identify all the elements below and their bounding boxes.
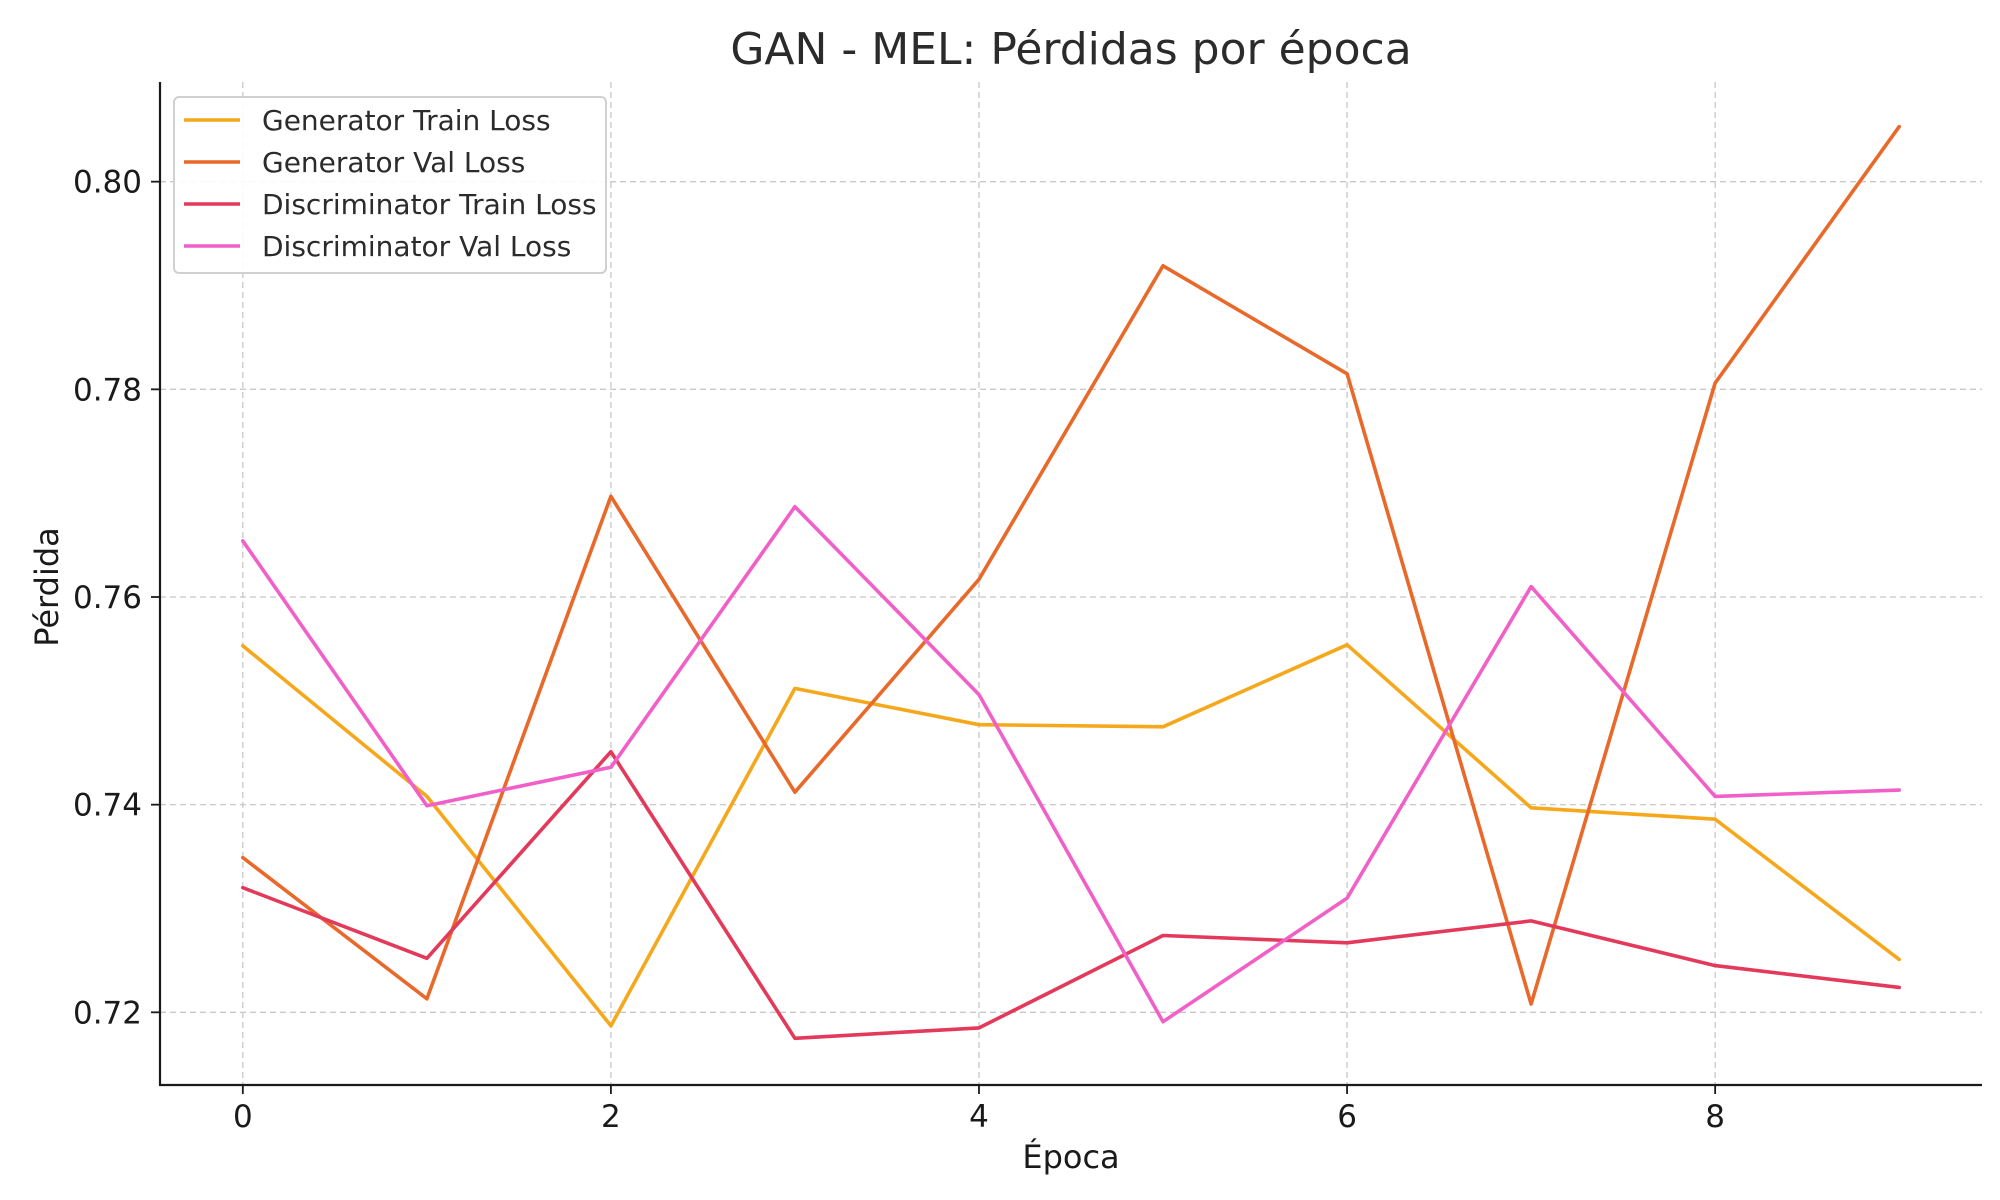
series-line-0 — [241, 642, 1901, 1028]
y-tick-label: 0.72 — [73, 995, 142, 1031]
x-tick-label: 0 — [233, 1099, 253, 1135]
series-line-3 — [241, 504, 1901, 1024]
chart-title: GAN - MEL: Pérdidas por época — [730, 24, 1411, 75]
legend-box — [173, 96, 607, 274]
x-tick-label: 4 — [969, 1099, 989, 1135]
legend-label: Discriminator Train Loss — [262, 188, 597, 221]
y-tick-label: 0.80 — [73, 165, 142, 201]
x-tick-label: 8 — [1705, 1099, 1725, 1135]
y-tick-label: 0.74 — [73, 788, 142, 824]
axes — [158, 82, 1982, 1087]
legend-label: Discriminator Val Loss — [262, 230, 571, 263]
legend-label: Generator Train Loss — [262, 104, 551, 137]
x-axis-label: Época — [1022, 1138, 1119, 1176]
legend-label: Generator Val Loss — [262, 146, 525, 179]
x-tick-label: 2 — [601, 1099, 621, 1135]
y-axis-label: Pérdida — [28, 527, 66, 647]
series-line-2 — [241, 749, 1901, 1041]
x-tick-label: 6 — [1337, 1099, 1357, 1135]
legend: Generator Train Loss Generator Val Loss Di… — [173, 96, 607, 274]
y-tick-label: 0.76 — [73, 580, 142, 616]
series — [241, 124, 1901, 1041]
y-tick-label: 0.78 — [73, 372, 142, 408]
ticks: 0 2 4 6 8 0.72 0.74 0.76 0.78 0.80 — [73, 165, 1725, 1135]
